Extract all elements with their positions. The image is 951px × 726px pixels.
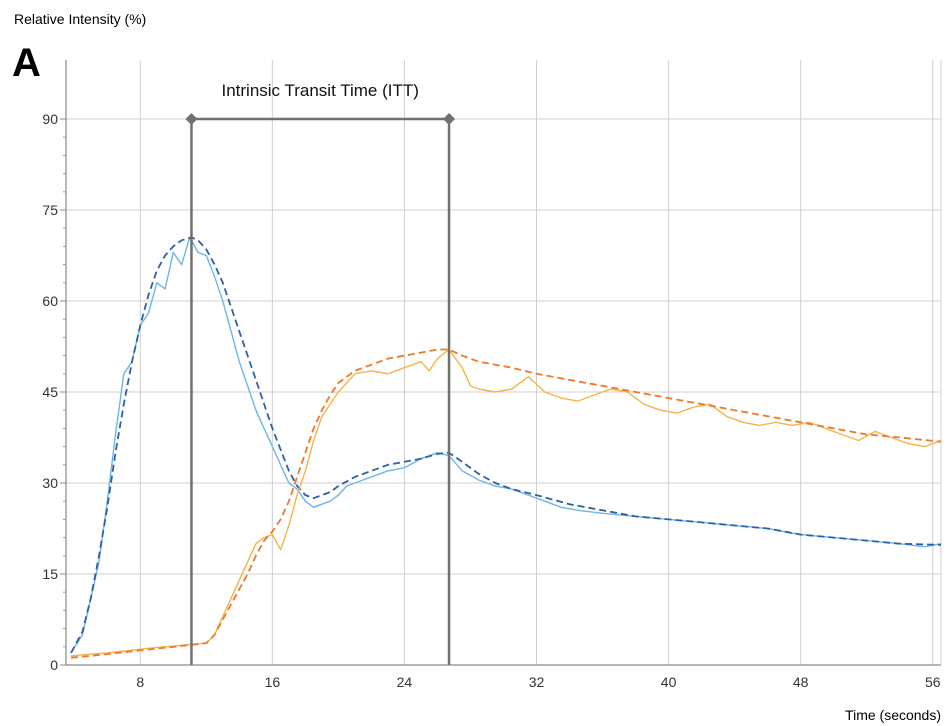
series-line-4 <box>70 348 942 659</box>
y-tick-label: 45 <box>42 384 58 400</box>
y-minor-ticks <box>60 118 66 666</box>
series-line-1 <box>70 236 942 654</box>
x-tick-labels: 8 16 24 32 40 48 56 <box>136 674 940 690</box>
x-tick-label: 24 <box>397 674 413 690</box>
series-line-2 <box>70 236 942 654</box>
y-tick-label: 30 <box>42 475 58 491</box>
x-tick-label: 8 <box>136 674 144 690</box>
itt-annotation <box>185 113 456 665</box>
x-tick-label: 56 <box>925 674 941 690</box>
series-line-3 <box>70 348 942 657</box>
series-layer <box>70 236 942 659</box>
panel-label: A <box>12 41 41 85</box>
y-tick-label: 90 <box>42 111 58 127</box>
y-tick-label: 60 <box>42 293 58 309</box>
x-tick-label: 16 <box>265 674 281 690</box>
y-tick-label: 75 <box>42 202 58 218</box>
itt-annotation-label: Intrinsic Transit Time (ITT) <box>221 81 418 100</box>
y-axis-title: Relative Intensity (%) <box>14 11 146 27</box>
x-tick-label: 40 <box>661 674 677 690</box>
x-tick-label: 32 <box>529 674 545 690</box>
y-tick-label: 0 <box>50 657 58 673</box>
x-tick-label: 48 <box>793 674 809 690</box>
itt-start-marker <box>185 113 198 125</box>
x-axis-title: Time (seconds) <box>845 707 941 723</box>
grid-layer <box>65 60 942 666</box>
itt-end-marker <box>443 113 456 125</box>
y-tick-label: 15 <box>42 566 58 582</box>
y-tick-labels: 0 15 30 45 60 75 90 <box>42 111 58 673</box>
